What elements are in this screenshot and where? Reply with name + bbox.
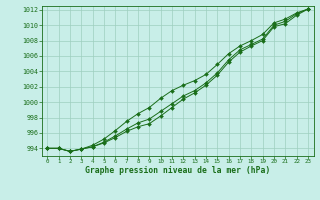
X-axis label: Graphe pression niveau de la mer (hPa): Graphe pression niveau de la mer (hPa) <box>85 166 270 175</box>
